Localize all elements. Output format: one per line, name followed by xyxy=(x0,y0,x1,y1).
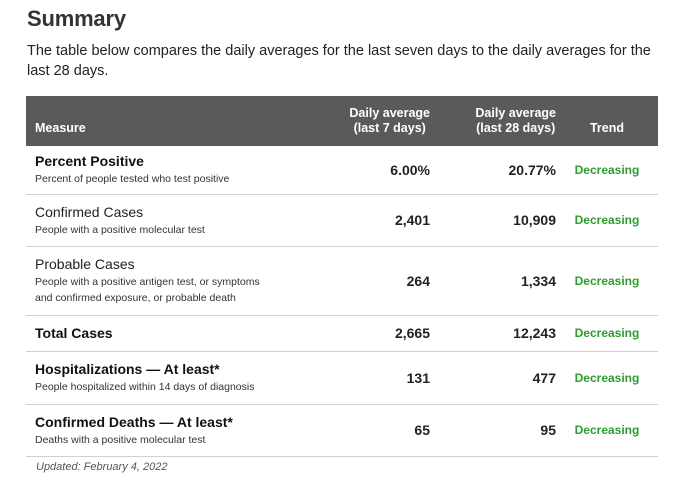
avg-7-value: 131 xyxy=(304,351,430,405)
updated-date: Updated: February 4, 2022 xyxy=(36,461,168,473)
table-row-total-cases: Total Cases 2,665 12,243 Decreasing xyxy=(26,315,658,352)
measure-description: Percent of people tested who test positi… xyxy=(35,173,230,186)
measure-cell: Confirmed Deaths — At least* Deaths with… xyxy=(26,404,304,457)
table-header: Measure Daily average (last 7 days) Dail… xyxy=(26,96,658,146)
measure-name: Probable Cases xyxy=(35,256,135,272)
measure-name: Confirmed Cases xyxy=(35,203,144,220)
measure-name: Percent Positive xyxy=(35,153,144,170)
avg-28-value: 1,334 xyxy=(430,246,556,316)
intro-text: The table below compares the daily avera… xyxy=(27,43,651,79)
avg-7-value: 65 xyxy=(304,404,430,457)
table-row-confirmed-cases: Confirmed Cases People with a positive m… xyxy=(26,194,658,247)
measure-cell: Total Cases xyxy=(26,315,304,352)
header-avg-28-days-label: Daily average (last 28 days) xyxy=(475,106,556,136)
header-avg-7-days-label: Daily average (last 7 days) xyxy=(349,106,430,136)
table-row-probable-cases: Probable Cases People with a positive an… xyxy=(26,246,658,316)
trend-value: Decreasing xyxy=(556,146,658,195)
avg-28-value: 20.77% xyxy=(430,146,556,195)
avg-7-value: 2,665 xyxy=(304,315,430,352)
header-trend: Trend xyxy=(589,120,625,135)
trend-value: Decreasing xyxy=(556,194,658,247)
table-row-percent-positive: Percent Positive Percent of people teste… xyxy=(26,146,658,195)
table-row-confirmed-deaths: Confirmed Deaths — At least* Deaths with… xyxy=(26,404,658,457)
trend-value: Decreasing xyxy=(556,404,658,457)
measure-description-line2: and confirmed exposure, or probable deat… xyxy=(35,292,236,304)
table-row-hospitalizations: Hospitalizations — At least* People hosp… xyxy=(26,351,658,405)
avg-7-value: 2,401 xyxy=(304,194,430,247)
avg-28-value: 95 xyxy=(430,404,556,457)
avg-28-value: 10,909 xyxy=(430,194,556,247)
trend-value: Decreasing xyxy=(556,246,658,316)
avg-28-value: 477 xyxy=(430,351,556,405)
trend-value: Decreasing xyxy=(556,351,658,405)
page-title: Summary xyxy=(27,6,126,31)
avg-7-value: 6.00% xyxy=(304,146,430,195)
measure-cell: Probable Cases People with a positive an… xyxy=(26,246,304,316)
measure-cell: Confirmed Cases People with a positive m… xyxy=(26,194,304,247)
measure-name: Total Cases xyxy=(35,325,113,341)
header-avg-28-line2: (last 28 days) xyxy=(476,121,556,135)
measure-name: Confirmed Deaths — At least* xyxy=(35,413,233,430)
header-measure: Measure xyxy=(35,120,86,135)
measure-description: People hospitalized within 14 days of di… xyxy=(35,381,255,393)
header-avg-28-line1: Daily average xyxy=(475,106,556,120)
avg-28-value: 12,243 xyxy=(430,315,556,352)
measure-cell: Hospitalizations — At least* People hosp… xyxy=(26,351,304,405)
table-body: Percent Positive Percent of people teste… xyxy=(26,146,658,457)
measure-description-line1: People with a positive antigen test, or … xyxy=(35,276,260,288)
measure-description: People with a positive molecular test xyxy=(35,223,205,236)
header-avg-7-line1: Daily average xyxy=(349,106,430,120)
header-avg-7-days: Daily average (last 7 days) xyxy=(304,96,430,146)
avg-7-value: 264 xyxy=(304,246,430,316)
header-row: Measure Daily average (last 7 days) Dail… xyxy=(26,96,658,146)
measure-cell: Percent Positive Percent of people teste… xyxy=(26,146,304,195)
measure-name: Hospitalizations — At least* xyxy=(35,361,220,377)
summary-table: Measure Daily average (last 7 days) Dail… xyxy=(26,96,658,457)
header-avg-7-line2: (last 7 days) xyxy=(353,121,426,135)
trend-value: Decreasing xyxy=(556,315,658,352)
measure-description: Deaths with a positive molecular test xyxy=(35,433,206,446)
header-avg-28-days: Daily average (last 28 days) xyxy=(430,96,556,146)
measure-description: People with a positive antigen test, or … xyxy=(35,274,304,306)
